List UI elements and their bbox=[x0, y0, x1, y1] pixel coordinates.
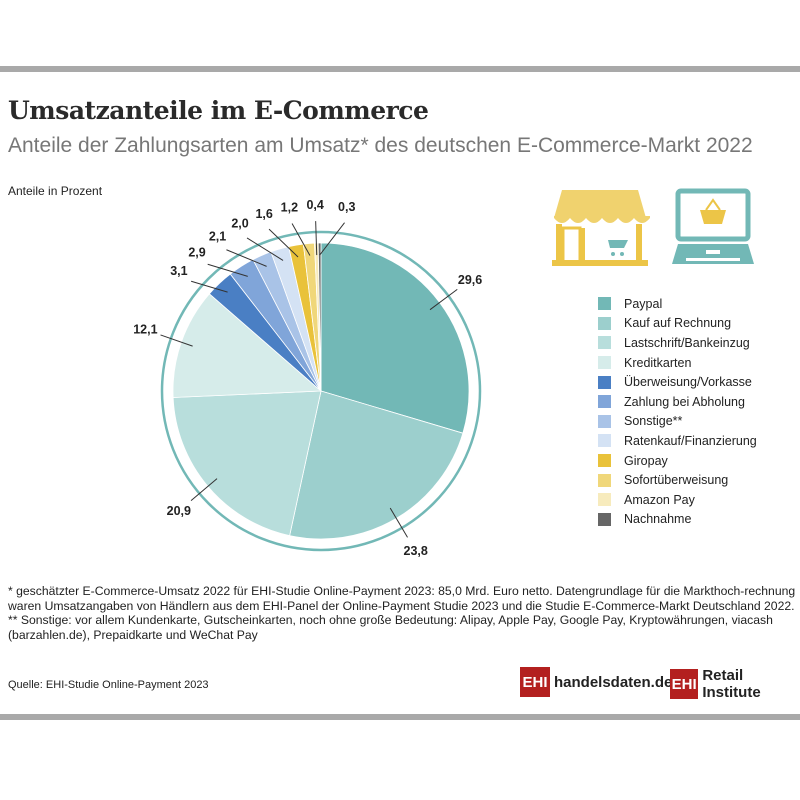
unit-label: Anteile in Prozent bbox=[8, 184, 103, 198]
legend-label: Amazon Pay bbox=[624, 492, 695, 507]
leader-line bbox=[319, 222, 345, 256]
top-rule bbox=[0, 66, 800, 72]
data-label: 1,6 bbox=[255, 207, 272, 221]
data-label: 0,4 bbox=[306, 198, 323, 212]
legend-item: Sonstige** bbox=[598, 412, 757, 432]
data-label: 23,8 bbox=[404, 544, 428, 558]
legend-item: Überweisung/Vorkasse bbox=[598, 372, 757, 392]
legend-swatch bbox=[598, 473, 611, 487]
leader-line bbox=[190, 478, 218, 501]
data-label: 3,1 bbox=[170, 264, 187, 278]
legend-label: Überweisung/Vorkasse bbox=[624, 375, 752, 390]
legend-label: Kauf auf Rechnung bbox=[624, 316, 732, 331]
legend-swatch bbox=[598, 356, 611, 370]
leader-line bbox=[291, 223, 311, 256]
laptop-shopping-basket-icon bbox=[672, 188, 754, 264]
legend-item: Nachnahme bbox=[598, 510, 757, 530]
logo-text: handelsdaten.de bbox=[554, 673, 673, 691]
ehi-badge: EHI bbox=[670, 669, 699, 699]
footnote-2: ** Sonstige: vor allem Kundenkarte, Guts… bbox=[8, 613, 773, 642]
data-label: 29,6 bbox=[458, 273, 482, 287]
legend-label: Kreditkarten bbox=[624, 355, 692, 370]
chart-title: Umsatzanteile im E-Commerce bbox=[8, 96, 429, 125]
legend-label: Sofortüberweisung bbox=[624, 473, 729, 488]
legend-item: Giropay bbox=[598, 451, 757, 471]
leader-line bbox=[226, 249, 267, 267]
legend-label: Nachnahme bbox=[624, 512, 692, 527]
data-label: 0,3 bbox=[338, 200, 355, 214]
legend-swatch bbox=[598, 454, 611, 468]
legend: Paypal Kauf auf Rechnung Lastschrift/Banke… bbox=[598, 294, 757, 529]
chart-subtitle: Anteile der Zahlungsarten am Umsatz* des… bbox=[8, 134, 753, 157]
legend-swatch bbox=[598, 414, 611, 428]
pie-slice bbox=[317, 242, 322, 392]
legend-swatch bbox=[598, 512, 611, 526]
legend-label: Zahlung bei Abholung bbox=[624, 394, 745, 409]
legend-label: Lastschrift/Bankeinzug bbox=[624, 335, 750, 350]
leader-line bbox=[268, 228, 299, 258]
data-label: 2,0 bbox=[231, 217, 248, 231]
data-label: 2,1 bbox=[209, 229, 226, 243]
legend-item: Kauf auf Rechnung bbox=[598, 314, 757, 334]
leader-line bbox=[160, 334, 193, 347]
bottom-rule bbox=[0, 714, 800, 720]
legend-item: Kreditkarten bbox=[598, 353, 757, 373]
legend-swatch bbox=[598, 434, 611, 448]
data-label: 1,2 bbox=[281, 201, 298, 215]
legend-item: Amazon Pay bbox=[598, 490, 757, 510]
data-label: 2,9 bbox=[188, 245, 205, 259]
data-label: 12,1 bbox=[133, 323, 157, 337]
leader-line bbox=[429, 288, 458, 311]
legend-swatch bbox=[598, 336, 611, 350]
logo-handelsdaten: EHI handelsdaten.de bbox=[520, 667, 672, 697]
legend-swatch bbox=[598, 297, 611, 311]
footnotes: * geschätzter E-Commerce-Umsatz 2022 für… bbox=[8, 584, 798, 642]
legend-item: Lastschrift/Bankeinzug bbox=[598, 333, 757, 353]
legend-swatch bbox=[598, 375, 611, 389]
legend-item: Paypal bbox=[598, 294, 757, 314]
legend-swatch bbox=[598, 493, 611, 507]
data-label: 20,9 bbox=[167, 504, 191, 518]
source-note: Quelle: EHI-Studie Online-Payment 2023 bbox=[8, 679, 209, 691]
footnote-1: * geschätzter E-Commerce-Umsatz 2022 für… bbox=[8, 584, 796, 613]
legend-swatch bbox=[598, 395, 611, 409]
legend-label: Giropay bbox=[624, 453, 668, 468]
legend-swatch bbox=[598, 316, 611, 330]
outer-ring bbox=[160, 230, 482, 552]
leader-line bbox=[191, 280, 228, 293]
legend-label: Sonstige** bbox=[624, 414, 683, 429]
leader-line bbox=[207, 263, 248, 277]
legend-label: Ratenkauf/Finanzierung bbox=[624, 433, 757, 448]
legend-item: Zahlung bei Abholung bbox=[598, 392, 757, 412]
logo-text: Retail Institute bbox=[702, 667, 761, 701]
logo-retail-institute: EHI Retail Institute bbox=[670, 667, 800, 701]
store-icon bbox=[552, 190, 650, 266]
legend-label: Paypal bbox=[624, 296, 663, 311]
leader-line bbox=[246, 237, 284, 261]
legend-item: Sofortüberweisung bbox=[598, 470, 757, 490]
ehi-badge: EHI bbox=[520, 667, 550, 697]
leader-line bbox=[315, 221, 318, 256]
legend-item: Ratenkauf/Finanzierung bbox=[598, 431, 757, 451]
leader-line bbox=[389, 507, 408, 538]
